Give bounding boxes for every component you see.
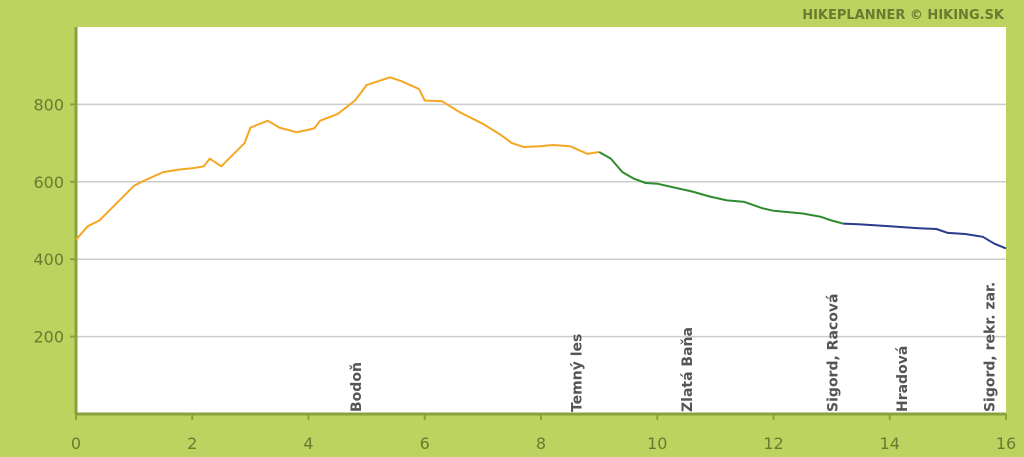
waypoint-label: Sigord, Racová bbox=[825, 294, 841, 412]
elevation-series-line bbox=[598, 151, 844, 225]
x-tick-label: 0 bbox=[71, 434, 81, 453]
x-tick-label: 14 bbox=[880, 434, 900, 453]
waypoint-label: Hradová bbox=[895, 346, 911, 412]
x-tick-label: 12 bbox=[763, 434, 783, 453]
y-tick-label: 800 bbox=[33, 95, 64, 114]
y-tick-label: 600 bbox=[33, 173, 64, 192]
elevation-series-line bbox=[75, 76, 600, 241]
waypoint-label: Temný les bbox=[570, 334, 586, 412]
x-tick-label: 4 bbox=[303, 434, 313, 453]
x-tick-label: 10 bbox=[647, 434, 667, 453]
waypoint-label: Sigord, rekr. zar. bbox=[982, 282, 998, 412]
x-tick-label: 8 bbox=[536, 434, 546, 453]
plot-area: 200 400 600 800 0 2 4 6 8 10 12 14 16 Bodoň Temný les Z… bbox=[33, 27, 1016, 453]
plot-background bbox=[76, 27, 1006, 414]
elevation-series-line bbox=[843, 222, 1007, 250]
x-tick-label: 2 bbox=[187, 434, 197, 453]
credit-text: HIKEPLANNER © HIKING.SK bbox=[802, 8, 1005, 23]
y-tick-label: 400 bbox=[33, 250, 64, 269]
x-tick-label: 6 bbox=[420, 434, 430, 453]
waypoint-label: Zlatá Baňa bbox=[680, 327, 696, 412]
waypoint-label: Bodoň bbox=[349, 362, 365, 412]
x-tick-label: 16 bbox=[996, 434, 1016, 453]
y-tick-label: 200 bbox=[33, 328, 64, 347]
